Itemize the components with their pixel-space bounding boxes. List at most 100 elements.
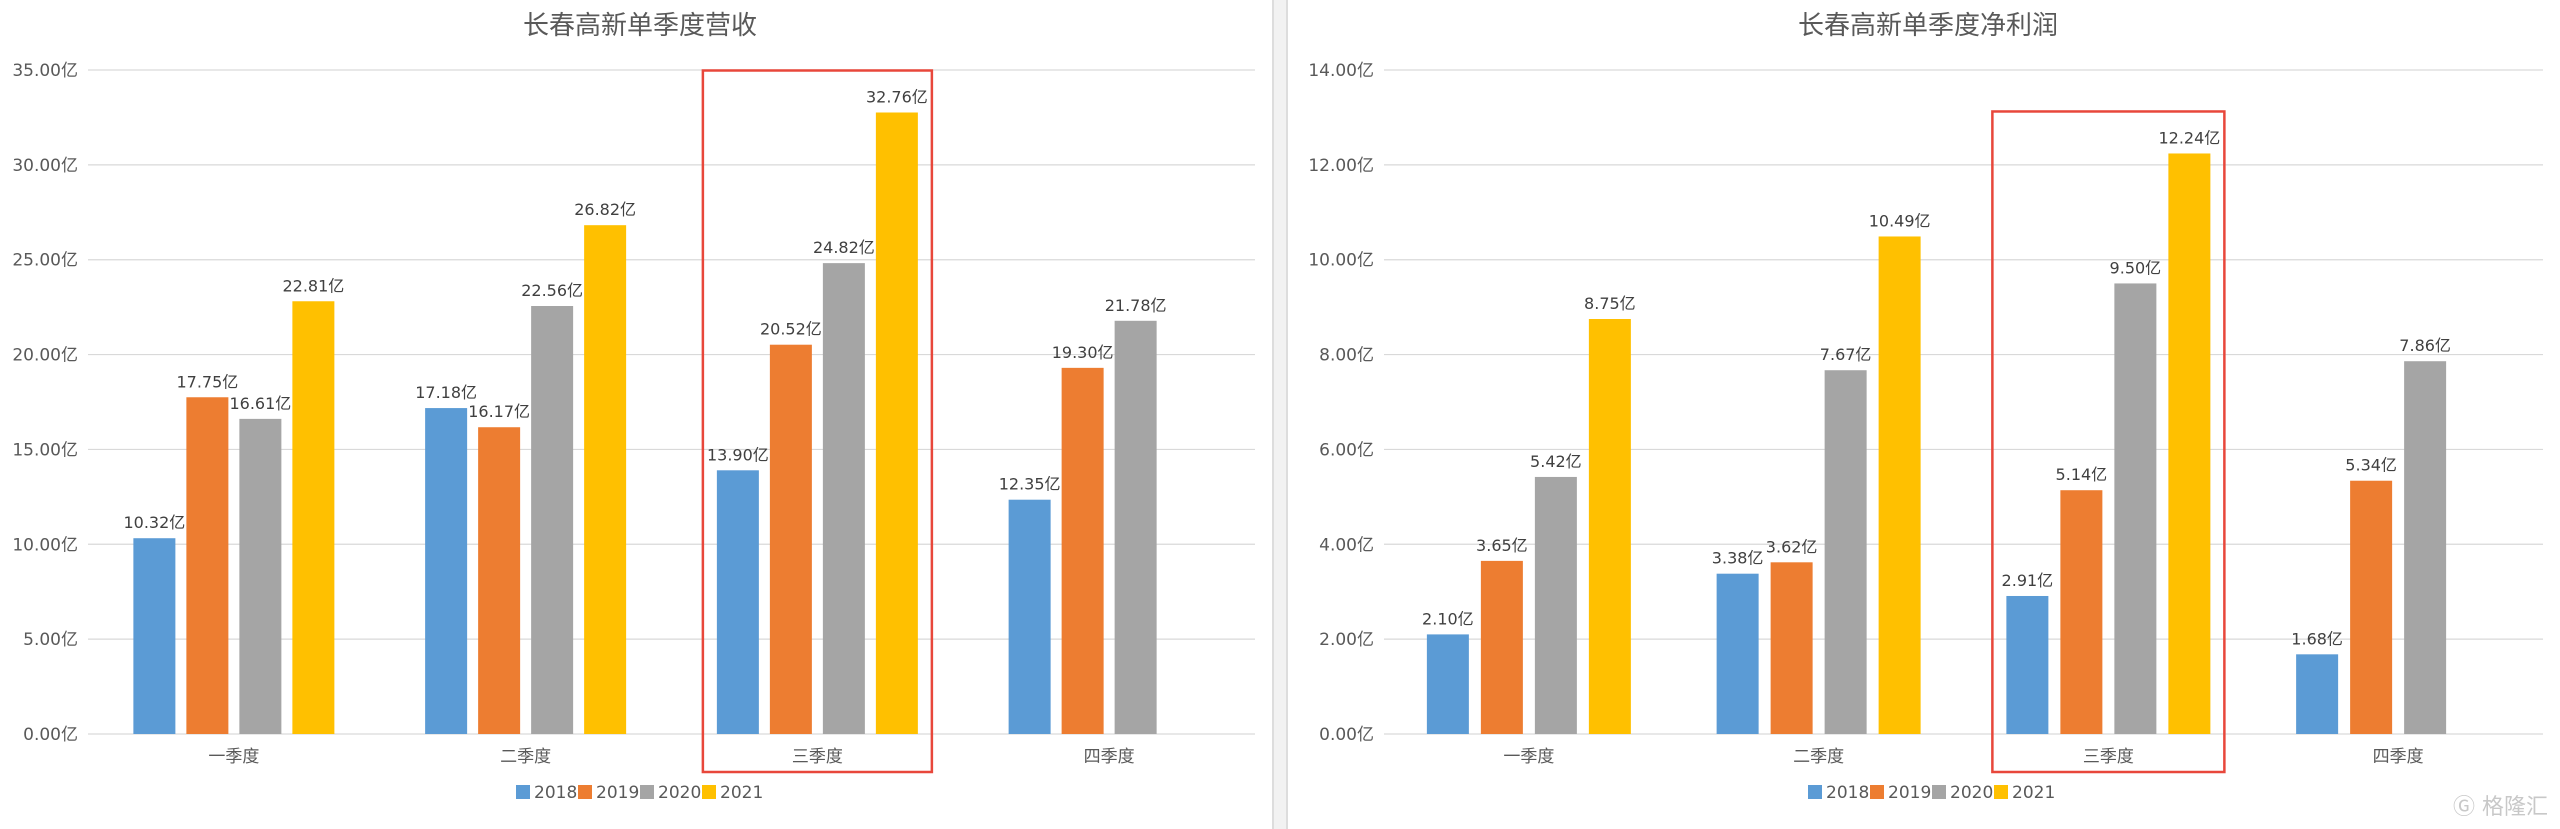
- legend-swatch: [516, 785, 530, 799]
- y-tick-label: 12.00亿: [1308, 156, 1374, 176]
- legend-label: 2018: [534, 783, 577, 803]
- legend-swatch: [578, 785, 592, 799]
- bar: [1426, 634, 1469, 734]
- legend-swatch: [1932, 785, 1946, 799]
- legend-label: 2020: [658, 783, 701, 803]
- net-profit-chart-panel: 长春高新单季度净利润 0.00亿 2.00亿 4.00亿 6.00亿 8.00亿 10.00…: [1286, 0, 2560, 829]
- bar: [2060, 490, 2103, 734]
- data-label: 17.18亿: [415, 383, 477, 402]
- bar: [1480, 560, 1523, 734]
- data-label: 26.82亿: [574, 200, 636, 219]
- watermark-logo-icon: Ⓖ: [2452, 795, 2475, 820]
- data-label: 22.56亿: [521, 281, 583, 300]
- y-tick-label: 25.00亿: [12, 251, 78, 271]
- data-label: 12.24亿: [2158, 128, 2220, 147]
- data-label: 16.17亿: [468, 402, 530, 421]
- bar: [2114, 283, 2157, 734]
- legend-swatch: [1870, 785, 1884, 799]
- x-category-label: 三季度: [2083, 747, 2134, 767]
- x-category-label: 四季度: [2373, 747, 2424, 767]
- bar: [478, 427, 521, 734]
- bar: [2296, 654, 2339, 734]
- bar: [133, 538, 176, 734]
- x-category-label: 三季度: [792, 747, 843, 767]
- bar: [239, 418, 282, 734]
- data-label: 8.75亿: [1584, 294, 1636, 313]
- highlight-box: [1991, 110, 2226, 774]
- x-category-label: 一季度: [208, 747, 259, 767]
- data-label: 5.14亿: [2056, 465, 2108, 484]
- x-category-label: 二季度: [1793, 747, 1844, 767]
- bar: [822, 263, 865, 734]
- y-tick-label: 15.00亿: [12, 440, 78, 460]
- bar: [875, 112, 918, 735]
- y-tick-label: 0.00亿: [23, 725, 78, 745]
- data-label: 7.67亿: [1820, 345, 1872, 364]
- y-tick-label: 0.00亿: [1319, 725, 1374, 745]
- data-label: 10.32亿: [123, 513, 185, 532]
- watermark-text: 格隆汇: [2481, 795, 2548, 820]
- data-label: 13.90亿: [707, 445, 769, 464]
- data-label: 3.65亿: [1476, 536, 1528, 555]
- bar: [186, 397, 229, 734]
- bar: [769, 344, 812, 734]
- data-label: 9.50亿: [2110, 258, 2162, 277]
- data-label: 12.35亿: [999, 475, 1061, 494]
- legend-label: 2021: [2012, 783, 2055, 803]
- legend-swatch: [1994, 785, 2008, 799]
- legend-label: 2021: [720, 783, 763, 803]
- legend-swatch: [640, 785, 654, 799]
- data-label: 24.82亿: [813, 238, 875, 257]
- y-tick-label: 5.00亿: [23, 630, 78, 650]
- data-label: 17.75亿: [176, 372, 238, 391]
- bar: [584, 225, 627, 734]
- y-tick-label: 8.00亿: [1319, 346, 1374, 366]
- y-tick-label: 10.00亿: [12, 535, 78, 555]
- data-label: 10.49亿: [1869, 211, 1931, 230]
- y-tick-label: 10.00亿: [1308, 251, 1374, 271]
- highlight-box: [701, 69, 934, 774]
- bar: [531, 306, 574, 734]
- bar: [1824, 370, 1867, 734]
- bar: [1878, 236, 1921, 734]
- legend-label: 2019: [1888, 783, 1931, 803]
- legend-swatch: [1808, 785, 1822, 799]
- y-tick-label: 2.00亿: [1319, 630, 1374, 650]
- chart-title: 长春高新单季度营收: [523, 11, 757, 41]
- y-tick-label: 4.00亿: [1319, 535, 1374, 555]
- data-label: 16.61亿: [229, 394, 291, 413]
- chart-title: 长春高新单季度净利润: [1798, 11, 2058, 41]
- data-label: 19.30亿: [1052, 343, 1114, 362]
- bar: [1716, 573, 1759, 734]
- bar: [1534, 476, 1577, 734]
- revenue-chart: 长春高新单季度营收 0.00亿 5.00亿 10.00亿 15.00亿 20.00亿 25.…: [12, 11, 1255, 803]
- net-profit-chart: 长春高新单季度净利润 0.00亿 2.00亿 4.00亿 6.00亿 8.00亿 10.00…: [1308, 11, 2543, 803]
- bar: [1770, 562, 1813, 734]
- watermark: Ⓖ 格隆汇: [2453, 789, 2548, 821]
- data-label: 21.78亿: [1105, 296, 1167, 315]
- revenue-chart-panel: 长春高新单季度营收 0.00亿 5.00亿 10.00亿 15.00亿 20.00亿 25.…: [0, 0, 1274, 829]
- bar: [2006, 595, 2049, 734]
- x-category-label: 四季度: [1084, 747, 1135, 767]
- panel-divider: [1274, 0, 1286, 829]
- data-label: 1.68亿: [2291, 629, 2343, 648]
- bar: [2350, 480, 2393, 734]
- legend-swatch: [702, 785, 716, 799]
- bar: [425, 408, 468, 734]
- data-label: 2.10亿: [1422, 609, 1474, 628]
- data-label: 20.52亿: [760, 320, 822, 339]
- data-label: 22.81亿: [282, 276, 344, 295]
- y-tick-label: 6.00亿: [1319, 440, 1374, 460]
- data-label: 5.42亿: [1530, 452, 1582, 471]
- bar: [292, 301, 335, 734]
- legend-label: 2020: [1950, 783, 1993, 803]
- bar: [1061, 367, 1104, 734]
- data-label: 3.62亿: [1766, 537, 1818, 556]
- bar: [716, 470, 759, 734]
- bar: [2168, 153, 2211, 734]
- legend-label: 2018: [1826, 783, 1869, 803]
- data-label: 32.76亿: [866, 87, 928, 106]
- y-tick-label: 35.00亿: [12, 61, 78, 81]
- data-label: 2.91亿: [2002, 571, 2054, 590]
- data-label: 3.38亿: [1712, 549, 1764, 568]
